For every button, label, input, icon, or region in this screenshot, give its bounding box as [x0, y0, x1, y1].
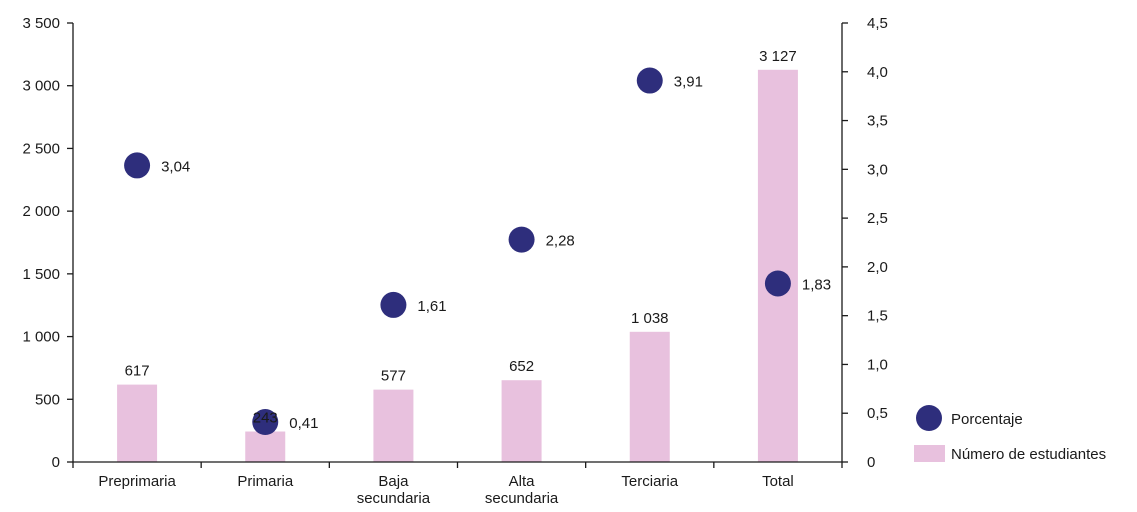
point-value-label-1: 0,41 — [289, 415, 318, 432]
category-label-5: Total — [762, 473, 794, 490]
left-tick-label-7: 3 500 — [22, 15, 60, 32]
point-1 — [252, 409, 279, 436]
right-tick-label-4: 2,0 — [867, 259, 888, 276]
point-4 — [636, 67, 663, 94]
point-2 — [380, 291, 407, 318]
points-layer — [124, 67, 791, 436]
left-tick-label-0: 0 — [52, 454, 60, 471]
category-label-3-line-0: Alta — [509, 473, 536, 490]
bar-4 — [629, 331, 670, 462]
point-value-label-2: 1,61 — [417, 298, 446, 315]
bar-5 — [757, 69, 798, 463]
right-tick-label-6: 3,0 — [867, 161, 888, 178]
legend-marker-numero-estudiantes — [914, 445, 945, 462]
left-tick-label-4: 2 000 — [22, 203, 60, 220]
bars-layer — [117, 69, 798, 463]
legend: Porcentaje Número de estudiantes — [914, 405, 1106, 463]
bar-2 — [373, 389, 414, 462]
right-tick-label-2: 1,0 — [867, 356, 888, 373]
left-tick-label-5: 2 500 — [22, 140, 60, 157]
right-tick-label-1: 0,5 — [867, 405, 888, 422]
point-5 — [764, 270, 791, 297]
right-tick-label-5: 2,5 — [867, 210, 888, 227]
bar-value-label-4: 1 038 — [631, 310, 669, 327]
point-value-label-3: 2,28 — [546, 233, 575, 250]
legend-marker-porcentaje — [916, 405, 942, 431]
right-tick-label-7: 3,5 — [867, 113, 888, 130]
labels-layer: 617 243 577 652 1 038 3 127 3,04 0,41 1,61 2,28 3,… — [125, 48, 832, 432]
left-tick-label-1: 500 — [35, 391, 60, 408]
category-label-3-line-1: secundaria — [485, 490, 559, 507]
point-3 — [508, 226, 535, 253]
bar-value-label-5: 3 127 — [759, 48, 797, 65]
legend-label-numero-estudiantes: Número de estudiantes — [951, 446, 1106, 463]
bar-value-label-3: 652 — [509, 358, 534, 375]
right-tick-label-8: 4,0 — [867, 64, 888, 81]
left-tick-label-3: 1 500 — [22, 266, 60, 283]
axes-layer: 0 500 1 000 1 500 2 000 2 500 3 000 3 500 0 0,5 1,… — [22, 15, 887, 507]
category-label-2-line-1: secundaria — [357, 490, 431, 507]
right-tick-label-9: 4,5 — [867, 15, 888, 32]
category-label-4: Terciaria — [621, 473, 678, 490]
category-label-1: Primaria — [237, 473, 293, 490]
category-label-2-line-0: Baja — [378, 473, 409, 490]
right-tick-label-0: 0 — [867, 454, 875, 471]
point-0 — [124, 152, 151, 179]
point-value-label-4: 3,91 — [674, 74, 703, 91]
bar-1 — [245, 431, 286, 462]
legend-label-porcentaje: Porcentaje — [951, 411, 1023, 428]
right-tick-label-3: 1,5 — [867, 308, 888, 325]
point-value-label-5: 1,83 — [802, 276, 831, 293]
left-tick-label-2: 1 000 — [22, 329, 60, 346]
point-value-label-0: 3,04 — [161, 158, 190, 175]
bar-value-label-0: 617 — [125, 363, 150, 380]
left-tick-label-6: 3 000 — [22, 78, 60, 95]
bar-value-label-2: 577 — [381, 368, 406, 385]
bar-value-label-1: 243 — [253, 410, 278, 427]
bar-0 — [117, 384, 158, 462]
category-label-0: Preprimaria — [98, 473, 176, 490]
bar-3 — [501, 380, 542, 462]
